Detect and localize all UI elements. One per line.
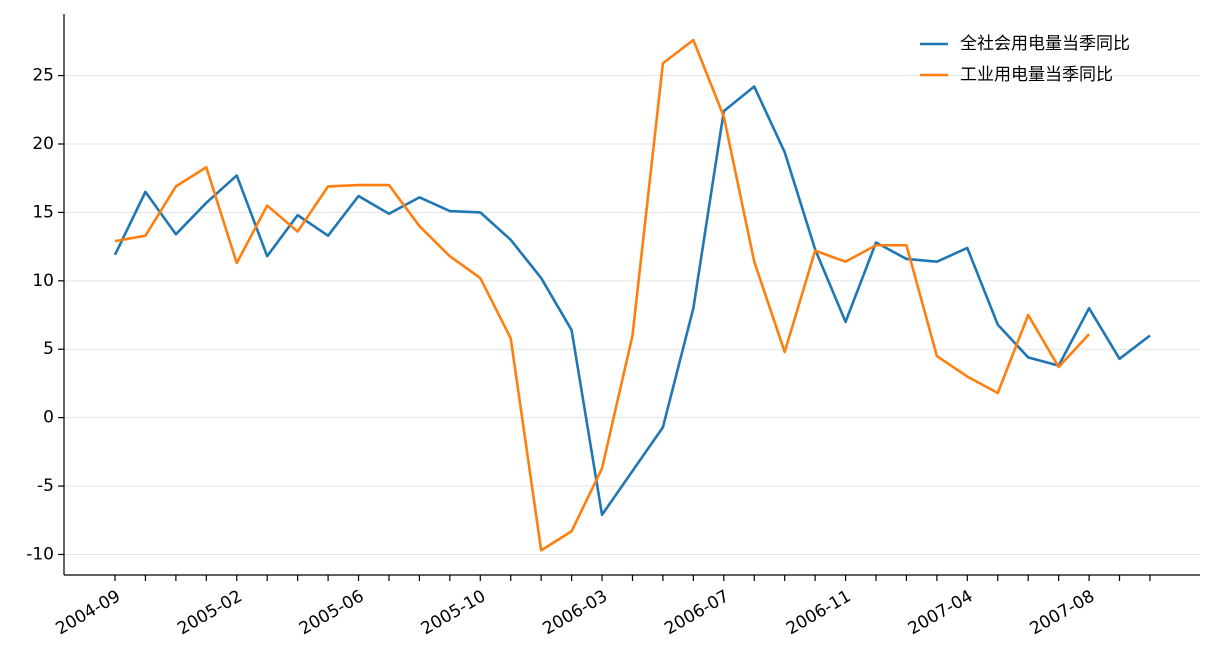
y-tick-label: 20 — [32, 134, 54, 154]
y-tick-label: 15 — [32, 202, 54, 222]
legend-label: 全社会用电量当季同比 — [960, 34, 1130, 54]
series-line — [114, 38, 1091, 552]
y-tick-label: 5 — [43, 339, 54, 359]
y-tick-label: 25 — [32, 66, 54, 86]
x-tick-label: 2005-02 — [174, 586, 246, 639]
y-tick-label: -10 — [26, 544, 54, 564]
x-tick-label: 2007-04 — [905, 586, 977, 639]
x-tick-label: 2004-09 — [52, 586, 124, 639]
y-tick-label: 0 — [43, 408, 54, 428]
legend-label: 工业用电量当季同比 — [960, 65, 1113, 85]
x-tick-label: 2005-10 — [418, 586, 490, 639]
series-line — [113, 85, 1151, 517]
x-tick-label: 2006-11 — [783, 586, 855, 639]
x-tick-label: 2005-06 — [296, 586, 368, 639]
x-tick-label: 2006-03 — [540, 586, 612, 639]
x-tick-label: 2007-08 — [1027, 586, 1099, 639]
y-tick-label: 10 — [32, 271, 54, 291]
x-tick-label: 2006-07 — [661, 586, 733, 639]
y-tick-label: -5 — [37, 476, 54, 496]
